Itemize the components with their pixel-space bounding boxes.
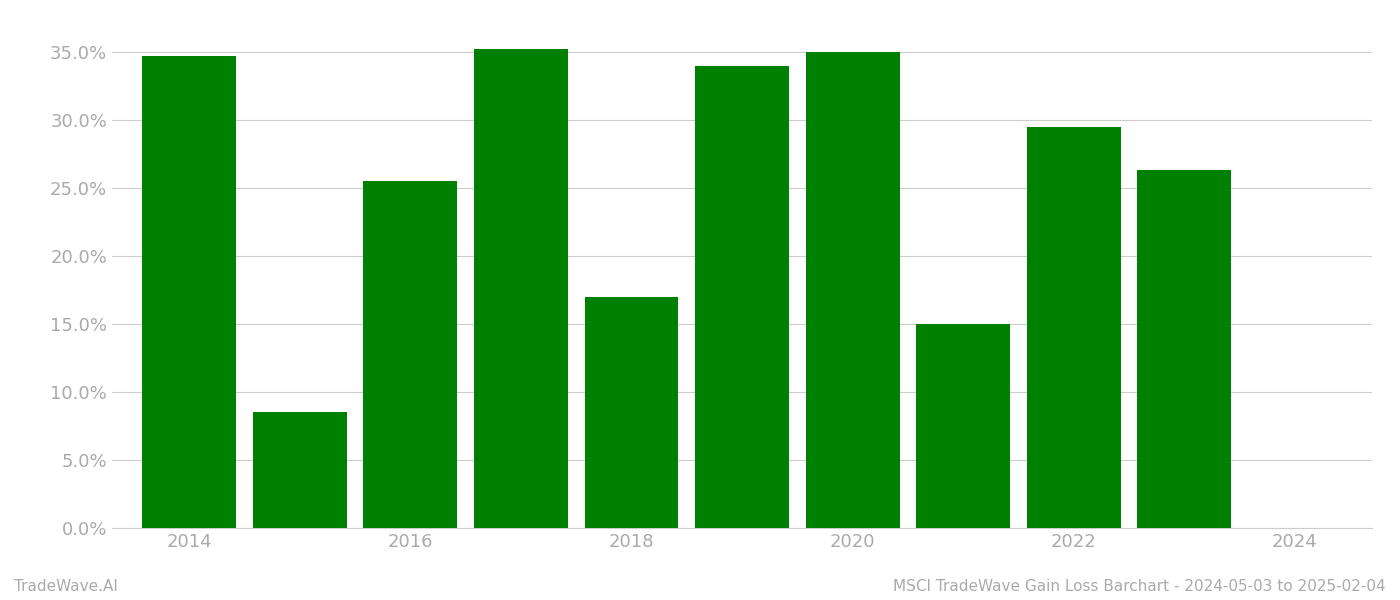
Bar (1026, 127, 1120, 528)
Text: MSCI TradeWave Gain Loss Barchart - 2024-05-03 to 2025-02-04: MSCI TradeWave Gain Loss Barchart - 2024… (893, 579, 1386, 594)
Bar (694, 65, 790, 528)
Bar (916, 324, 1009, 528)
Bar (475, 49, 568, 528)
Bar (1137, 170, 1231, 528)
Bar (253, 412, 347, 528)
Bar (143, 56, 237, 528)
Bar (364, 181, 458, 528)
Bar (805, 52, 900, 528)
Bar (585, 297, 679, 528)
Text: TradeWave.AI: TradeWave.AI (14, 579, 118, 594)
